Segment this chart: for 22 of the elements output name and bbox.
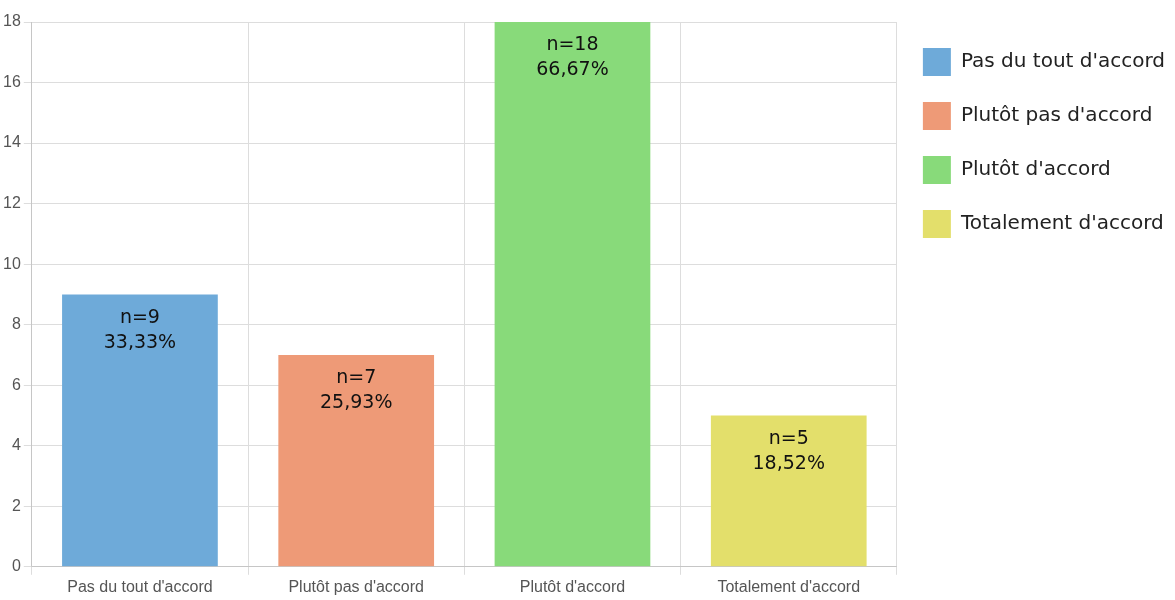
- y-tick-label: 0: [11, 557, 21, 575]
- x-tick-label: Plutôt d'accord: [519, 577, 626, 595]
- y-tick-label: 8: [11, 315, 21, 333]
- y-tick-label: 10: [3, 254, 21, 272]
- y-tick-label: 4: [11, 436, 21, 454]
- y-tick-label: 18: [3, 12, 21, 30]
- y-tick-label: 16: [3, 72, 21, 90]
- legend-label: Pas du tout d'accord: [960, 48, 1165, 73]
- data-label: n=18 66,67%: [536, 32, 609, 80]
- y-tick-label: 14: [3, 133, 21, 151]
- y-tick-label: 2: [11, 496, 21, 514]
- y-tick-label: 6: [11, 375, 21, 393]
- data-label: n=7 25,93%: [319, 365, 393, 413]
- legend-label: Totalement d'accord: [959, 210, 1164, 235]
- x-tick-label: Pas du tout d'accord: [67, 577, 213, 595]
- legend-label: Plutôt d'accord: [960, 156, 1111, 181]
- x-tick-label: Plutôt pas d'accord: [288, 577, 424, 595]
- data-label: n=9 33,33%: [103, 304, 177, 352]
- y-tick-label: 12: [3, 194, 21, 212]
- x-tick-label: Totalement d'accord: [717, 577, 861, 595]
- data-label: n=5 18,52%: [752, 425, 825, 473]
- legend-label: Plutôt pas d'accord: [960, 102, 1153, 127]
